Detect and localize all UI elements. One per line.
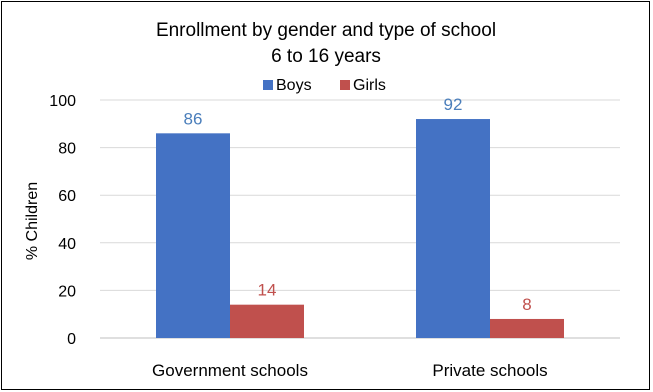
data-labels: 86 14 92 8 — [184, 95, 532, 314]
data-label-boys-2: 92 — [444, 95, 463, 114]
legend: Boys Girls — [263, 77, 386, 94]
y-tick-60: 60 — [58, 188, 76, 205]
bar-girls-2 — [490, 318, 564, 338]
legend-swatch-boys — [263, 80, 273, 90]
bars — [156, 119, 564, 338]
legend-label-boys: Boys — [276, 77, 312, 94]
data-label-girls-2: 8 — [522, 295, 531, 314]
x-category-label-2: Private schools — [432, 361, 547, 380]
x-axis-categories: Government schools Private schools — [152, 361, 548, 380]
y-axis-ticks: 0 20 40 60 80 100 — [49, 93, 76, 348]
bar-boys-2 — [416, 119, 490, 338]
y-tick-20: 20 — [58, 283, 76, 300]
chart-title: Enrollment by gender and type of school — [156, 20, 496, 41]
bar-boys-1 — [156, 133, 230, 338]
y-tick-0: 0 — [67, 331, 76, 348]
y-tick-40: 40 — [58, 236, 76, 253]
bar-girls-1 — [230, 304, 304, 338]
x-category-label-1: Government schools — [152, 361, 308, 380]
y-tick-100: 100 — [49, 93, 76, 110]
chart-subtitle: 6 to 16 years — [271, 46, 381, 67]
data-label-boys-1: 86 — [184, 109, 203, 128]
data-label-girls-1: 14 — [258, 281, 277, 300]
y-axis-label: % Children — [24, 182, 41, 260]
y-tick-80: 80 — [58, 141, 76, 158]
legend-swatch-girls — [340, 80, 350, 90]
legend-label-girls: Girls — [353, 77, 386, 94]
